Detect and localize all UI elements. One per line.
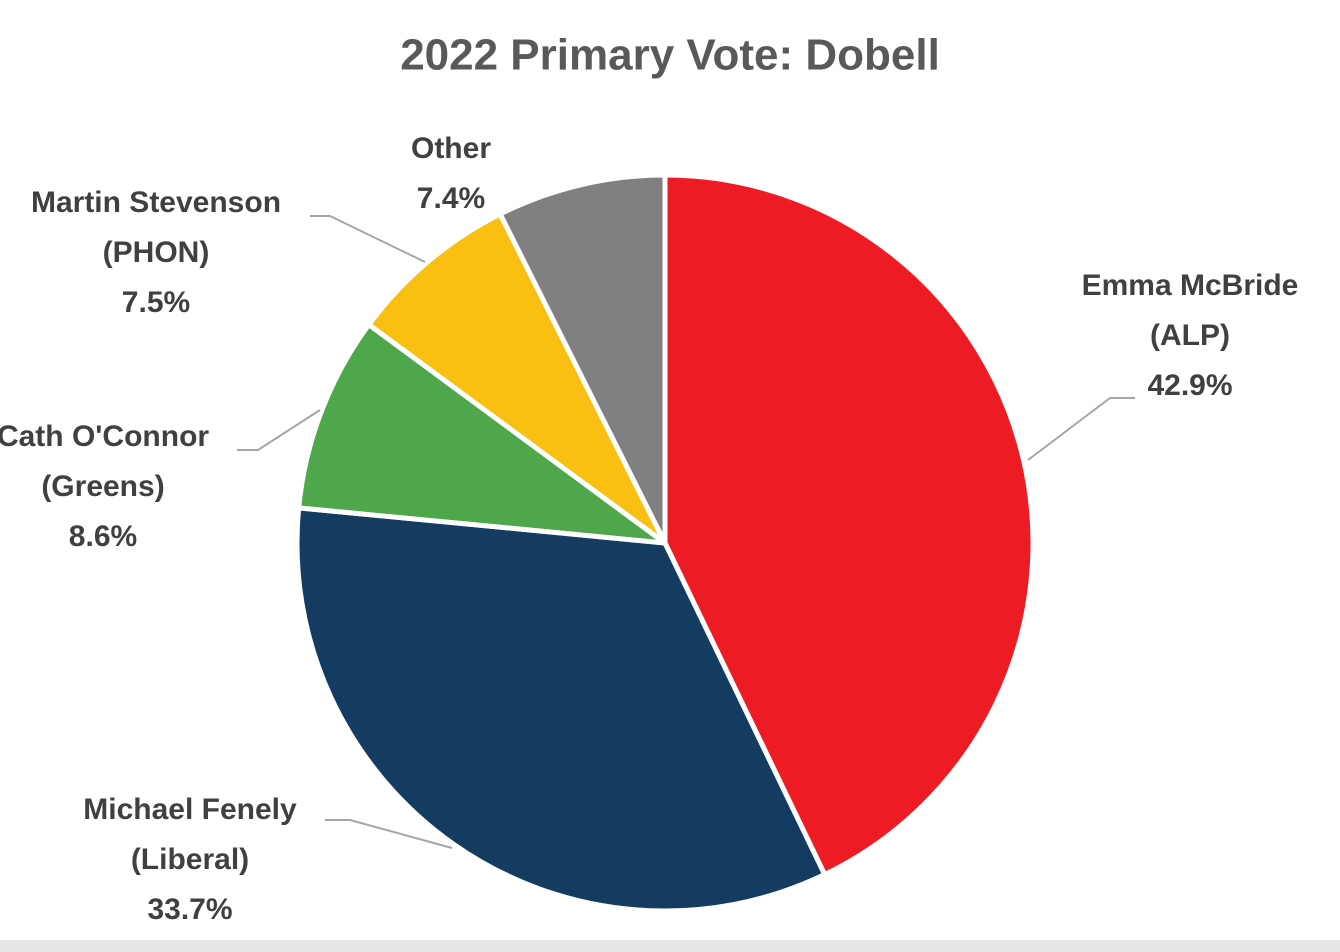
label-line: Emma McBride (1082, 269, 1299, 302)
category-label: Cath O'Connor (Greens) (0, 420, 209, 503)
pie-slice (662, 172, 1036, 878)
label-line: (Liberal) (131, 843, 249, 876)
value-label: 42.9% (1147, 369, 1232, 402)
value-label: 8.6% (69, 520, 137, 553)
category-label: Emma McBride (ALP) (1082, 269, 1299, 352)
category-label: Michael Fenely (Liberal) (83, 793, 297, 876)
leader-line (237, 409, 321, 451)
value-label: 7.5% (122, 286, 190, 319)
label-line: Michael Fenely (83, 793, 297, 826)
leader-line (1027, 397, 1135, 461)
label-line: (Greens) (41, 470, 164, 503)
label-line: Cath O'Connor (0, 420, 209, 453)
leader-line (310, 215, 426, 263)
pie-slice (296, 322, 668, 546)
bottom-strip (0, 940, 1340, 952)
pie-slice (366, 211, 668, 546)
value-label: 33.7% (147, 893, 232, 926)
pie-slice (294, 505, 828, 914)
label-line: (PHON) (103, 236, 210, 269)
chart-title: 2022 Primary Vote: Dobell (400, 31, 940, 80)
pie-slice (497, 172, 668, 546)
label-line: (ALP) (1150, 319, 1230, 352)
value-label: 7.4% (417, 182, 485, 215)
category-label: Martin Stevenson (PHON) (31, 186, 281, 269)
label-line: Martin Stevenson (31, 186, 281, 219)
leader-line (325, 819, 453, 849)
category-label: Other (411, 132, 491, 165)
